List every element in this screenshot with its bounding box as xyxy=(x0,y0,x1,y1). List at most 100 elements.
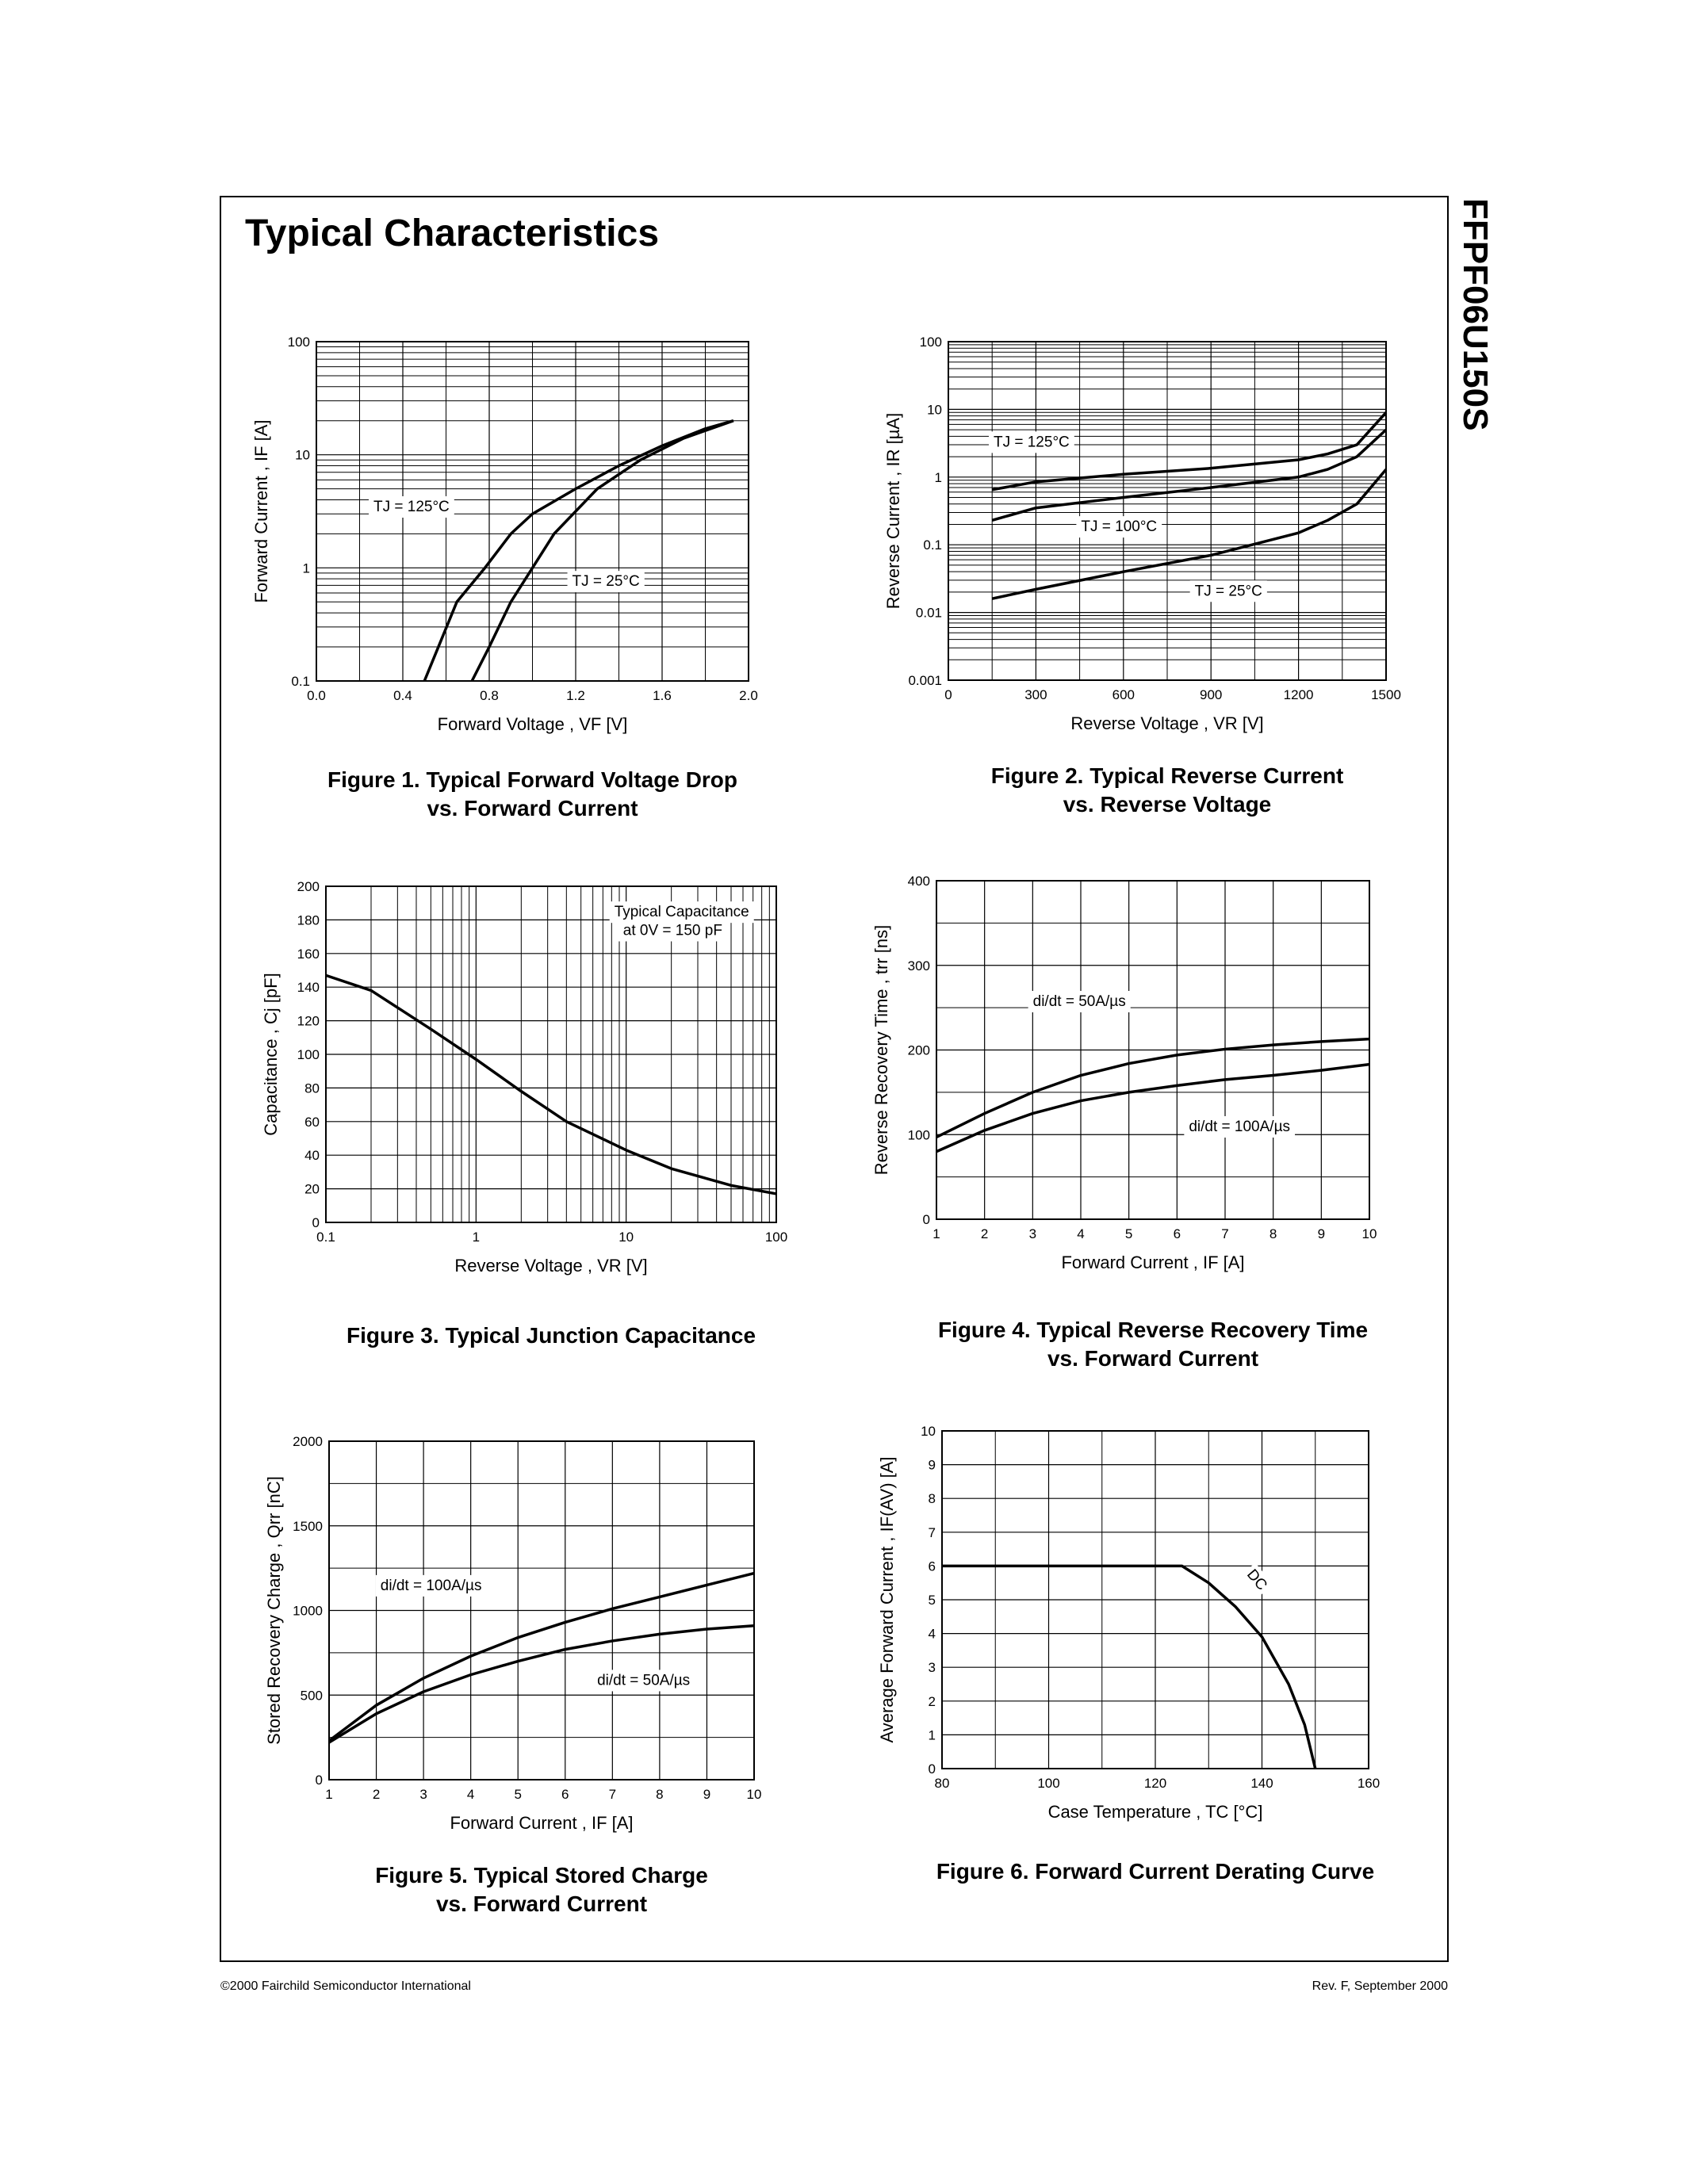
data-line xyxy=(328,1624,755,1744)
y-axis-label: Forward Current , IF [A] xyxy=(251,419,271,602)
label-background xyxy=(1076,516,1162,538)
y-tick-label: 100 xyxy=(288,335,310,350)
x-tick-label: 10 xyxy=(747,1787,762,1802)
y-tick-label: 20 xyxy=(304,1182,320,1197)
chart: 1 2 3 4 5 6 7 8 9 10 0 500 1000 1500 2000 di/dt = 100A/… xyxy=(264,1434,761,1916)
x-tick-label: 3 xyxy=(419,1787,427,1802)
figure-caption: vs. Reverse Voltage xyxy=(1063,792,1272,817)
label-background xyxy=(1028,990,1131,1012)
x-tick-label: 100 xyxy=(1037,1776,1059,1791)
x-tick-label: 160 xyxy=(1358,1776,1380,1791)
y-tick-label: 1500 xyxy=(293,1519,323,1534)
x-tick-label: 0.8 xyxy=(480,688,499,703)
x-tick-label: 9 xyxy=(703,1787,710,1802)
label-background xyxy=(592,1670,695,1692)
x-tick-label: 6 xyxy=(561,1787,569,1802)
y-tick-label: 120 xyxy=(297,1014,320,1029)
y-tick-label: 100 xyxy=(908,1127,930,1142)
x-axis-label: Forward Current , IF [A] xyxy=(450,1813,633,1833)
plot-frame xyxy=(948,341,1387,681)
chart: 0.0 0.4 0.8 1.2 1.6 2.0 0.1 1 10 100 TJ = 125°C TJ … xyxy=(251,335,758,820)
x-tick-label: 900 xyxy=(1200,687,1222,702)
plot-frame xyxy=(325,885,777,1223)
y-axis-label: Reverse Current , IR [µA] xyxy=(883,413,903,609)
chart: 0.1 1 10 100 0 20 40 60 80 100 120 140 160 180 200 Typi… xyxy=(261,879,787,1348)
label-background xyxy=(609,901,754,924)
plot-frame xyxy=(941,1430,1369,1769)
figure-caption: vs. Forward Current xyxy=(436,1891,647,1916)
footer-right: Rev. F, September 2000 xyxy=(1312,1979,1448,1993)
series-label: TJ = 100°C xyxy=(1081,518,1157,535)
x-axis-label: Forward Voltage , VF [V] xyxy=(438,714,628,734)
figure-caption: Figure 5. Typical Stored Charge xyxy=(375,1863,708,1888)
x-tick-label: 300 xyxy=(1024,687,1047,702)
y-tick-label: 160 xyxy=(297,947,320,962)
y-tick-label: 180 xyxy=(297,912,320,928)
series-label: di/dt = 50A/µs xyxy=(1033,993,1126,1010)
y-tick-label: 400 xyxy=(908,874,930,889)
label-background xyxy=(375,1574,487,1597)
x-axis-label: Reverse Voltage , VR [V] xyxy=(1070,713,1263,733)
y-tick-label: 500 xyxy=(301,1688,323,1703)
annotation: at 0V = 150 pF xyxy=(623,922,722,939)
data-line xyxy=(942,1564,1317,1769)
series-label: TJ = 25°C xyxy=(573,573,640,590)
x-tick-label: 7 xyxy=(609,1787,616,1802)
label-background xyxy=(618,920,727,942)
label-background xyxy=(988,431,1074,453)
y-tick-label: 0 xyxy=(923,1212,930,1227)
y-tick-label: 10 xyxy=(295,448,310,463)
data-line xyxy=(936,1062,1370,1153)
x-tick-label: 100 xyxy=(765,1230,787,1245)
x-tick-label: 2.0 xyxy=(739,688,758,703)
x-axis-label: Reverse Voltage , VR [V] xyxy=(454,1256,647,1276)
x-tick-label: 0 xyxy=(944,687,952,702)
y-tick-label: 10 xyxy=(921,1424,936,1439)
y-tick-label: 40 xyxy=(304,1148,320,1163)
y-tick-label: 60 xyxy=(304,1115,320,1130)
x-tick-label: 1.6 xyxy=(653,688,672,703)
x-tick-label: 4 xyxy=(1077,1226,1084,1241)
figure-caption: Figure 6. Forward Current Derating Curve xyxy=(936,1859,1374,1884)
plot-frame xyxy=(316,341,749,682)
x-tick-label: 2 xyxy=(373,1787,380,1802)
y-tick-label: 0.001 xyxy=(908,673,942,688)
y-tick-label: 0 xyxy=(312,1215,320,1230)
series-label: TJ = 125°C xyxy=(994,434,1070,450)
y-tick-label: 0.1 xyxy=(291,674,310,689)
x-tick-label: 1.2 xyxy=(566,688,585,703)
x-tick-label: 2 xyxy=(981,1226,988,1241)
figure-caption: Figure 1. Typical Forward Voltage Drop xyxy=(327,767,737,792)
data-line xyxy=(936,1037,1370,1139)
y-tick-label: 2 xyxy=(929,1694,936,1709)
data-line xyxy=(327,1571,755,1742)
data-line xyxy=(470,419,734,682)
y-tick-label: 1000 xyxy=(293,1604,323,1619)
plot-frame xyxy=(936,880,1370,1220)
x-tick-label: 9 xyxy=(1318,1226,1325,1241)
x-tick-label: 0.4 xyxy=(393,688,412,703)
y-tick-label: 0.01 xyxy=(916,606,942,621)
label-background xyxy=(1239,1562,1273,1597)
x-tick-label: 1200 xyxy=(1284,687,1314,702)
figure-caption: Figure 2. Typical Reverse Current xyxy=(991,763,1344,788)
section-title: Typical Characteristics xyxy=(245,212,659,254)
x-tick-label: 1 xyxy=(325,1787,332,1802)
y-tick-label: 7 xyxy=(929,1525,936,1540)
figure-caption: vs. Forward Current xyxy=(427,796,638,820)
x-tick-label: 6 xyxy=(1174,1226,1181,1241)
data-line xyxy=(991,468,1388,600)
label-background xyxy=(1189,580,1267,602)
y-axis-label: Reverse Recovery Time , trr [ns] xyxy=(871,925,891,1175)
label-background xyxy=(369,496,454,518)
chart: 0 300 600 900 1200 1500 0.001 0.01 0.1 1 10 100 TJ =… xyxy=(883,335,1401,817)
x-tick-label: 3 xyxy=(1029,1226,1036,1241)
page-frame xyxy=(220,196,1449,1962)
plot-frame xyxy=(328,1440,755,1780)
y-axis-label: Average Forward Current , IF(AV) [A] xyxy=(877,1456,897,1742)
x-tick-label: 0.0 xyxy=(307,688,326,703)
x-tick-label: 1500 xyxy=(1371,687,1401,702)
